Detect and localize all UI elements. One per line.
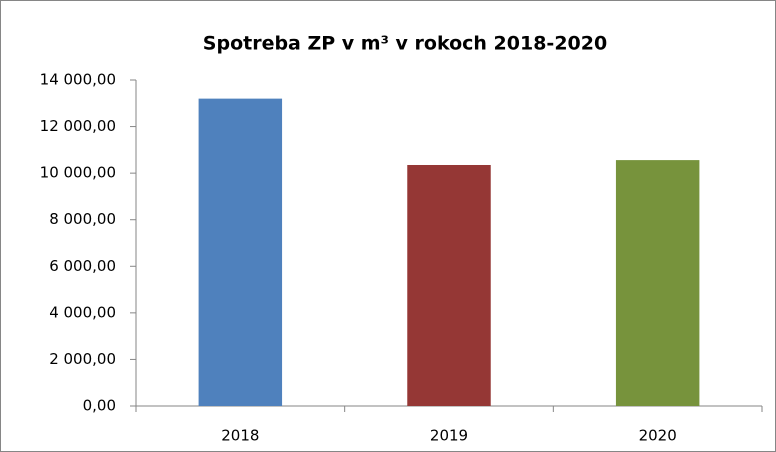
bar: [198, 98, 283, 406]
y-tick-label: 10 000,00: [40, 164, 116, 182]
y-tick-label: 6 000,00: [49, 257, 116, 275]
bar: [407, 164, 491, 406]
x-tick-label: 2019: [430, 427, 468, 445]
y-tick-label: 2 000,00: [49, 350, 116, 368]
y-tick-label: 14 000,00: [40, 71, 116, 89]
x-tick-label: 2018: [221, 427, 259, 445]
y-tick-label: 0,00: [83, 397, 116, 415]
y-tick-label: 8 000,00: [49, 210, 116, 228]
y-tick-label: 4 000,00: [49, 303, 116, 321]
x-tick-label: 2020: [639, 427, 677, 445]
y-tick-label: 12 000,00: [40, 117, 116, 135]
chart-title: Spotreba ZP v m³ v rokoch 2018-2020: [203, 33, 607, 55]
bar: [615, 160, 700, 406]
